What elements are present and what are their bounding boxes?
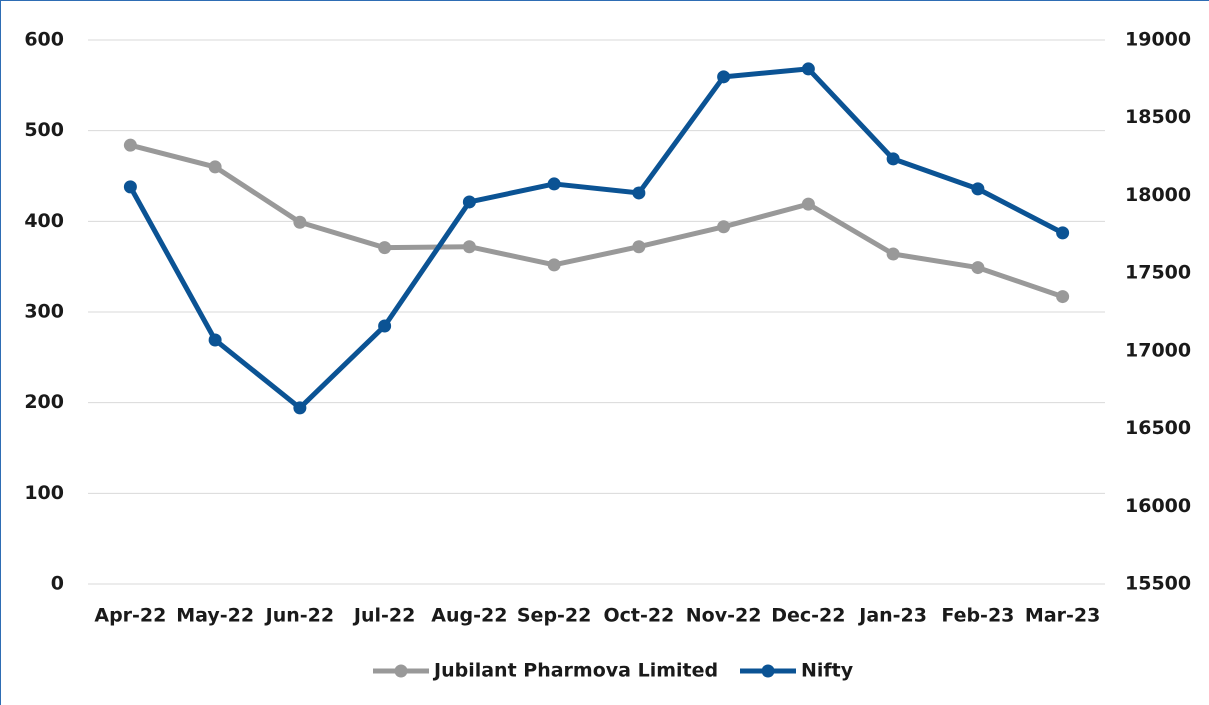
x-tick-label: Aug-22 <box>431 605 507 627</box>
x-tick-label: Sep-22 <box>517 605 592 627</box>
point <box>717 220 731 234</box>
point <box>1056 226 1070 240</box>
y-tick-label: 600 <box>24 29 64 51</box>
y2-tick-label: 16500 <box>1125 417 1191 439</box>
point <box>1056 290 1070 304</box>
point <box>801 197 815 211</box>
x-tick-label: Feb-23 <box>941 605 1014 627</box>
x-tick-label: Jun-22 <box>264 605 334 627</box>
point <box>801 62 815 76</box>
point <box>293 215 307 229</box>
legend-marker <box>761 664 775 678</box>
y-tick-label: 400 <box>24 210 64 232</box>
point <box>971 261 985 275</box>
y-tick-label: 200 <box>24 391 64 413</box>
x-tick-label: Apr-22 <box>94 605 166 627</box>
legend-marker <box>394 664 408 678</box>
y2-tick-label: 19000 <box>1125 29 1191 51</box>
point <box>208 333 222 347</box>
point <box>462 240 476 254</box>
point <box>717 70 731 84</box>
point <box>632 240 646 254</box>
point <box>632 186 646 200</box>
point <box>971 182 985 196</box>
point <box>462 195 476 209</box>
y2-tick-label: 17000 <box>1125 339 1191 361</box>
x-tick-label: Oct-22 <box>603 605 674 627</box>
point <box>208 160 222 174</box>
y2-tick-label: 17500 <box>1125 262 1191 284</box>
point <box>378 241 392 255</box>
y2-tick-label: 18500 <box>1125 106 1191 128</box>
point <box>123 138 137 152</box>
series-line <box>129 142 1064 299</box>
point <box>547 258 561 272</box>
x-tick-label: May-22 <box>176 605 254 627</box>
legend-label: Jubilant Pharmova Limited <box>432 660 718 682</box>
y-tick-label: 0 <box>51 573 64 595</box>
point <box>293 401 307 415</box>
series-line <box>128 66 1064 411</box>
x-tick-label: Mar-23 <box>1025 605 1100 627</box>
y2-tick-label: 16000 <box>1125 495 1191 517</box>
legend-label: Nifty <box>801 660 854 682</box>
y-tick-label: 500 <box>24 119 64 141</box>
point <box>886 152 900 166</box>
y2-tick-label: 15500 <box>1125 573 1191 595</box>
y-tick-label: 300 <box>24 301 64 323</box>
point <box>547 177 561 191</box>
x-tick-label: Nov-22 <box>686 605 762 627</box>
x-tick-label: Jul-22 <box>352 605 415 627</box>
y-tick-label: 100 <box>24 482 64 504</box>
y2-tick-label: 18000 <box>1125 184 1191 206</box>
point <box>378 319 392 333</box>
point <box>886 247 900 261</box>
point <box>123 180 137 194</box>
x-tick-label: Jan-23 <box>857 605 927 627</box>
x-tick-label: Dec-22 <box>771 605 845 627</box>
